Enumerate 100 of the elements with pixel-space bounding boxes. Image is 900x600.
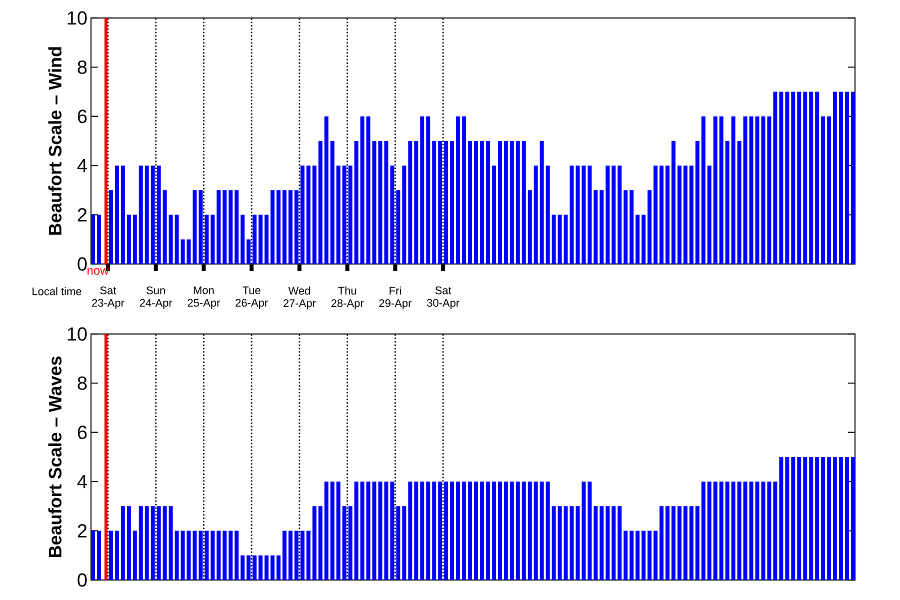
bar: [96, 530, 101, 580]
bar: [791, 456, 796, 580]
bar: [204, 530, 209, 580]
y-tick-label: 6: [78, 110, 87, 124]
bar: [384, 140, 388, 264]
bar: [600, 190, 604, 264]
bar: [198, 530, 203, 580]
bar: [851, 92, 856, 264]
bar: [666, 166, 670, 264]
bar: [492, 482, 496, 580]
bar: [360, 116, 364, 264]
bar: [114, 166, 119, 264]
bar: [138, 166, 143, 264]
bar: [785, 456, 790, 580]
bar: [108, 190, 113, 264]
bar: [192, 190, 197, 264]
bar: [288, 530, 292, 580]
bar: [150, 166, 155, 264]
bar: [294, 190, 298, 264]
bar: [522, 482, 526, 580]
bar: [803, 456, 808, 580]
bar: [240, 555, 245, 580]
y-tick-label: 10: [68, 327, 87, 341]
bar: [767, 482, 772, 580]
y-tick-label: 2: [78, 208, 87, 222]
bar: [636, 214, 640, 264]
bar: [270, 555, 275, 580]
bar: [552, 506, 556, 580]
bar: [294, 530, 298, 580]
bar: [689, 506, 694, 580]
bar: [845, 456, 850, 580]
bar: [306, 166, 310, 264]
bar: [815, 456, 820, 580]
bar: [210, 530, 215, 580]
bar: [821, 116, 826, 264]
bar: [815, 92, 820, 264]
bar: [498, 482, 502, 580]
bar: [821, 456, 826, 580]
bar: [156, 506, 161, 580]
bar: [318, 506, 322, 580]
bar: [833, 92, 838, 264]
bar: [564, 506, 568, 580]
bar: [210, 214, 215, 264]
bar: [240, 214, 245, 264]
bar: [498, 140, 502, 264]
bar: [372, 140, 376, 264]
bar: [654, 166, 658, 264]
x-tick-label: Mon 25-Apr: [188, 286, 220, 309]
bar: [144, 506, 149, 580]
bar: [540, 140, 544, 264]
bar: [162, 190, 167, 264]
x-tick-label: Wed 27-Apr: [284, 286, 316, 310]
bar: [288, 190, 292, 264]
x-tick-label: Tue 26-Apr: [236, 286, 268, 309]
bar: [755, 482, 760, 580]
bar: [504, 482, 508, 580]
bar: [462, 482, 466, 580]
bar: [510, 482, 514, 580]
bar: [264, 555, 269, 580]
bar: [480, 140, 484, 264]
bar: [192, 530, 197, 580]
bar: [258, 555, 263, 580]
bar: [540, 482, 544, 580]
bar: [168, 506, 173, 580]
y-axis-title: Beaufort Scale – Waves: [48, 356, 62, 557]
bar: [408, 140, 412, 264]
bar: [120, 506, 125, 580]
bar: [779, 92, 784, 264]
bar: [731, 116, 736, 264]
bar: [558, 506, 562, 580]
bar: [456, 482, 460, 580]
bar: [719, 482, 724, 580]
bar: [683, 166, 688, 264]
ref-line-label: now: [88, 268, 109, 275]
bar: [282, 530, 286, 580]
bar: [630, 190, 634, 264]
bar: [809, 456, 814, 580]
bar: [677, 166, 682, 264]
bar: [426, 482, 430, 580]
x-tick-label: Thu 28-Apr: [331, 286, 364, 310]
bar: [174, 530, 179, 580]
bar: [408, 482, 412, 580]
y-tick-label: 10: [68, 11, 87, 25]
bar: [582, 166, 586, 264]
bar: [144, 166, 149, 264]
bar: [648, 190, 652, 264]
bar: [737, 482, 742, 580]
bar: [312, 166, 316, 264]
bar: [612, 506, 616, 580]
y-tick-label: 6: [78, 426, 87, 440]
bar: [534, 482, 538, 580]
bar: [390, 482, 394, 580]
bar: [348, 166, 352, 264]
bar: [654, 530, 658, 580]
bar: [456, 116, 460, 264]
bar: [749, 482, 754, 580]
bar: [91, 214, 95, 264]
bar: [809, 92, 814, 264]
bar: [234, 530, 239, 580]
bar: [126, 506, 131, 580]
